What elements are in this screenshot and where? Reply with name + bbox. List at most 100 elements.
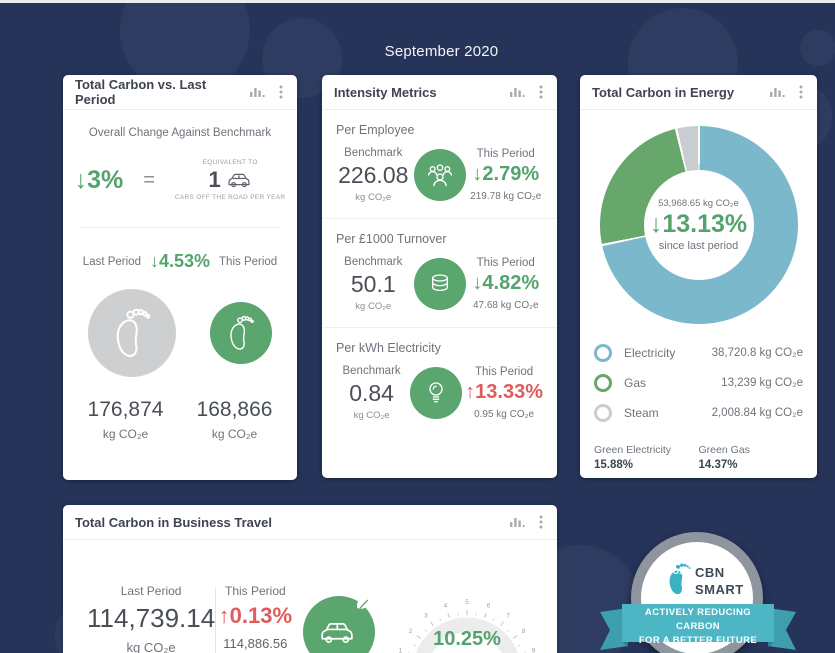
cbn-smart-badge: CO₂ CBN SMART ACTIVELY REDUCING CARBON F… (598, 528, 798, 653)
last-period-value: 114,739.14 (87, 603, 216, 633)
svg-text:7: 7 (506, 612, 510, 619)
green-gas-value: 14.37% (698, 459, 738, 471)
footprint-values: 176,874 kg CO₂e 168,866 kg CO₂e (63, 398, 297, 441)
change-value: ↑13.33% (465, 381, 543, 403)
cars-caption: CARS OFF THE ROAD PER YEAR (174, 194, 286, 201)
bar-chart-icon[interactable] (768, 84, 787, 101)
electricity-icon-circle (410, 367, 463, 419)
donut-change: ↓13.13% (649, 210, 748, 238)
kebab-menu-icon[interactable] (537, 513, 545, 531)
energy-legend: Electricity 38,720.8 kg CO₂e Gas 13,239 … (594, 338, 803, 428)
equivalent-to-label: EQUIVALENT TO (202, 159, 258, 166)
this-period-label: This Period (219, 255, 278, 268)
legend-label: Gas (624, 376, 647, 390)
this-period-label: This Period (476, 257, 535, 269)
this-period-value: 114,886.56 kg (223, 636, 288, 651)
donut-center: 53,968.65 kg CO₂e ↓13.13% since last per… (643, 170, 754, 280)
green-electricity-value: 15.88% (594, 459, 634, 471)
benchmark-unit: kg CO₂e (355, 301, 392, 312)
benchmark-unit: kg CO₂e (355, 192, 392, 203)
metric-per-kwh: Per kWh Electricity Benchmark 0.84 kg CO… (322, 328, 557, 436)
legend-value: 38,720.8 kg CO₂e (711, 347, 803, 359)
svg-text:6: 6 (487, 602, 491, 609)
footprint-icon (116, 308, 151, 357)
equals-sign: = (143, 168, 155, 191)
green-travel-gauge-svg: 012345678910 (377, 586, 557, 653)
card-header: Total Carbon in Energy (580, 75, 817, 110)
page-title: September 2020 (384, 43, 499, 60)
period-change-value: ↓4.53% (149, 251, 211, 271)
coins-icon (431, 274, 448, 291)
car-icon (228, 173, 250, 188)
travel-body: Last Period 114,739.14 kg CO₂e This Peri… (63, 584, 557, 653)
cars-count: 1 (208, 167, 221, 192)
legend-label: Electricity (624, 346, 676, 360)
vertical-divider (215, 588, 216, 653)
benchmark-unit: kg CO₂e (353, 410, 390, 421)
overall-change-value: ↓3% (74, 165, 124, 194)
metric-per-turnover: Per £1000 Turnover Benchmark 50.1 kg CO₂… (322, 219, 557, 328)
ribbon-text: ACTIVELY REDUCING CARBON FOR A BETTER FU… (638, 607, 758, 646)
donut-caption: since last period (658, 240, 739, 252)
card-intensity-metrics: Intensity Metrics Per Employee Benchmark… (322, 75, 557, 478)
legend-value: 13,239 kg CO₂e (721, 377, 803, 389)
legend-value: 2,008.84 kg CO₂e (711, 407, 803, 419)
donut-total: 53,968.65 kg CO₂e (658, 198, 739, 209)
svg-text:3: 3 (424, 612, 428, 619)
card-total-carbon-vs-last-period: Total Carbon vs. Last Period Overall Cha… (63, 75, 297, 480)
this-period-value: 168,866 (196, 398, 273, 421)
people-icon (427, 164, 452, 187)
benchmark-value: 50.1 (350, 271, 396, 297)
svg-text:8: 8 (522, 628, 526, 635)
benchmark-value: 0.84 (349, 380, 394, 406)
badge-name: CBN SMART (695, 565, 744, 597)
benchmark-caption: Overall Change Against Benchmark (88, 127, 272, 139)
last-period-footprint (88, 289, 176, 377)
green-electricity-label: Green Electricity (594, 444, 672, 456)
benchmark-label: Benchmark (344, 256, 403, 268)
svg-text:9: 9 (532, 647, 536, 653)
turnover-icon-circle (413, 258, 466, 310)
bar-chart-icon[interactable] (508, 514, 527, 531)
card-title: Total Carbon in Business Travel (75, 514, 272, 530)
metric-label: Per kWh Electricity (336, 341, 441, 355)
this-period-value: 47.68 kg CO₂e (472, 300, 539, 311)
card-title: Intensity Metrics (334, 84, 437, 100)
metric-per-employee: Per Employee Benchmark 226.08 kg CO₂e Th… (322, 110, 557, 219)
kebab-menu-icon[interactable] (537, 83, 545, 101)
last-period-value: 176,874 (87, 398, 164, 421)
this-period-label: This Period (474, 366, 534, 378)
benchmark-label: Benchmark (342, 365, 401, 377)
kebab-menu-icon[interactable] (277, 83, 285, 101)
ribbon-banner (600, 604, 796, 650)
svg-text:1: 1 (399, 647, 403, 653)
equivalence-block: EQUIVALENT TO 1 CARS OFF THE ROAD PER YE… (175, 159, 286, 201)
change-value: ↓4.82% (472, 272, 540, 294)
card-total-carbon-in-business-travel: Total Carbon in Business Travel Last Per… (63, 505, 557, 653)
legend-item-steam[interactable]: Steam 2,008.84 kg CO₂e (594, 398, 803, 428)
green-travel-icon-circle (303, 596, 375, 653)
footprint-icon (230, 315, 254, 350)
card-header: Intensity Metrics (322, 75, 557, 110)
period-change-row: Last Period ↓4.53% This Period (63, 251, 297, 272)
last-period-label: Last Period (120, 584, 182, 598)
green-energy-stats: Green Electricity 15.88% Green Gas 14.37… (594, 444, 803, 471)
green-gas-label: Green Gas (698, 444, 750, 456)
legend-item-gas[interactable]: Gas 13,239 kg CO₂e (594, 368, 803, 398)
footprint-comparison (63, 284, 297, 382)
benchmark-value: 226.08 (338, 162, 409, 188)
this-period-value: 0.95 kg CO₂e (474, 409, 535, 420)
last-period-unit: kg CO₂e (126, 640, 176, 653)
bar-chart-icon[interactable] (248, 84, 267, 101)
gauge-value: 10.25% (433, 628, 501, 650)
this-period-label: This Period (476, 148, 535, 160)
kebab-menu-icon[interactable] (797, 83, 805, 101)
last-period-label: Last Period (82, 255, 141, 268)
legend-swatch-electricity (594, 344, 612, 362)
bar-chart-icon[interactable] (508, 84, 527, 101)
equivalence-row: ↓3% = EQUIVALENT TO 1 CARS OFF THE ROAD … (63, 159, 297, 201)
this-period-footprint (210, 302, 272, 364)
legend-item-electricity[interactable]: Electricity 38,720.8 kg CO₂e (594, 338, 803, 368)
top-strip (0, 0, 835, 3)
